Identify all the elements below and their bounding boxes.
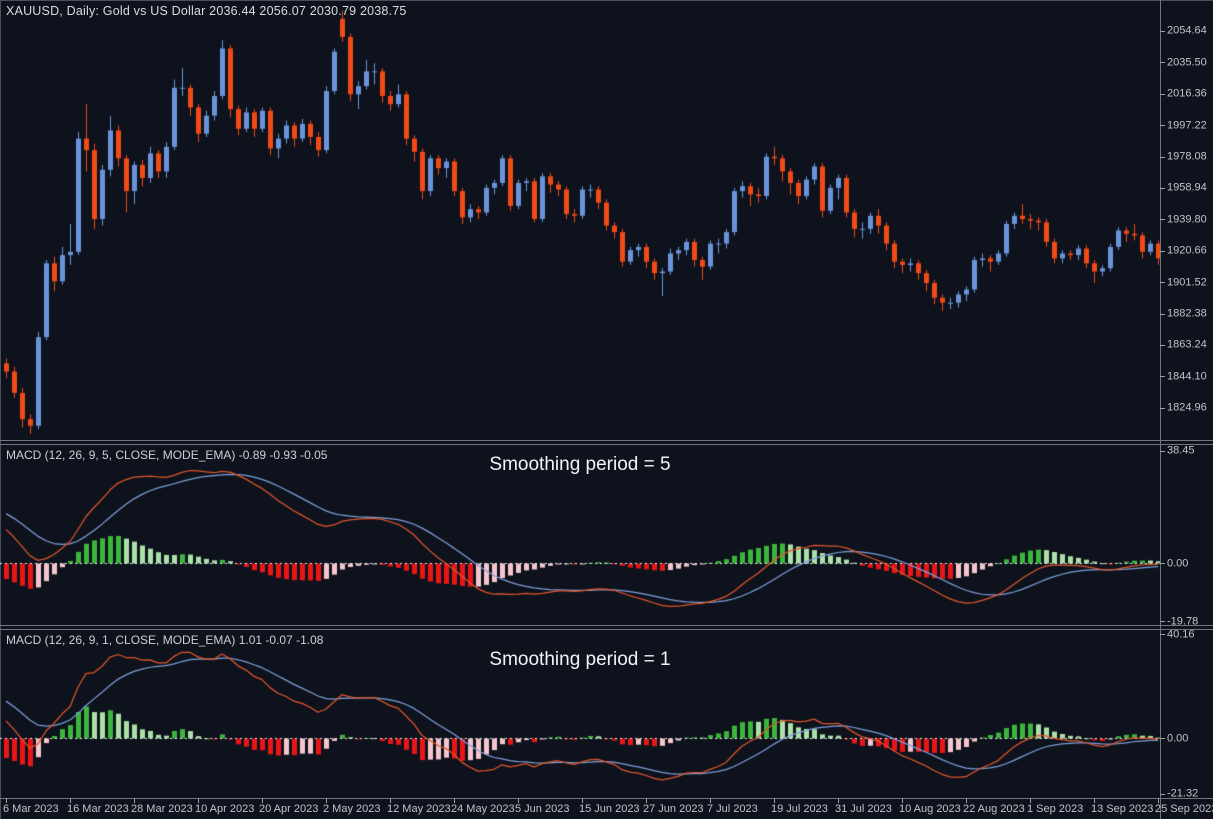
macd2-annotation: Smoothing period = 1 <box>489 649 671 670</box>
time-axis-label: 1 Sep 2023 <box>1027 803 1084 815</box>
time-axis-label: 22 Aug 2023 <box>963 803 1025 815</box>
time-axis-label: 24 May 2023 <box>451 803 515 815</box>
time-axis-tick <box>198 798 199 803</box>
price-axis-tick <box>1160 187 1165 189</box>
time-axis-tick <box>518 798 519 803</box>
macd1-header: MACD (12, 26, 9, 5, CLOSE, MODE_EMA) -0.… <box>6 448 328 462</box>
price-axis-label: 1824.96 <box>1167 401 1207 414</box>
panel-separator-2[interactable] <box>0 625 1213 630</box>
macd1-canvas[interactable] <box>0 445 1160 625</box>
price-axis-label: 1863.24 <box>1167 338 1207 351</box>
price-axis-tick <box>1160 407 1165 409</box>
price-axis-label: 2054.64 <box>1167 24 1207 37</box>
time-axis-label: 25 Sep 2023 <box>1155 803 1213 815</box>
price-axis-tick <box>1160 313 1165 315</box>
price-axis-label: 1920.66 <box>1167 244 1207 257</box>
time-axis-tick <box>1030 798 1031 803</box>
price-axis-label: 1978.08 <box>1167 150 1207 163</box>
time-axis-label: 15 Jun 2023 <box>579 803 640 815</box>
macd1-annotation: Smoothing period = 5 <box>489 454 671 475</box>
time-axis-tick <box>646 798 647 803</box>
time-axis-tick <box>326 798 327 803</box>
indicator-axis-label: 0.00 <box>1167 557 1189 570</box>
indicator-axis-label: 40.16 <box>1167 628 1195 640</box>
price-axis-label: 1844.10 <box>1167 370 1207 383</box>
time-axis-label: 27 Jun 2023 <box>643 803 704 815</box>
time-axis-label: 31 Jul 2023 <box>835 803 892 815</box>
time-axis-label: 2 May 2023 <box>323 803 381 815</box>
indicator-axis-tick <box>1160 634 1165 635</box>
indicator-axis-tick <box>1160 563 1165 565</box>
time-axis-tick <box>966 798 967 803</box>
time-axis-label: 20 Apr 2023 <box>259 803 319 815</box>
price-axis-label: 1939.80 <box>1167 213 1207 226</box>
time-axis-label: 10 Apr 2023 <box>195 803 255 815</box>
price-axis-label: 1958.94 <box>1167 181 1207 194</box>
price-axis-label: 2035.50 <box>1167 56 1207 69</box>
time-axis-tick <box>390 798 391 803</box>
time-axis-tick <box>262 798 263 803</box>
main-price-canvas[interactable] <box>0 0 1160 440</box>
price-axis-tick <box>1160 125 1165 127</box>
macd2-canvas[interactable] <box>0 630 1160 798</box>
indicator-axis-tick <box>1160 621 1165 623</box>
price-axis-tick <box>1160 282 1165 284</box>
price-axis-tick <box>1160 62 1165 64</box>
price-axis-label: 1882.38 <box>1167 307 1207 320</box>
price-axis-label: 1901.52 <box>1167 276 1207 289</box>
time-axis-divider <box>0 798 1213 799</box>
price-axis-tick <box>1160 156 1165 158</box>
macd2-header: MACD (12, 26, 9, 1, CLOSE, MODE_EMA) 1.0… <box>6 633 324 647</box>
price-axis-tick <box>1160 344 1165 346</box>
time-axis-label: 10 Aug 2023 <box>899 803 961 815</box>
time-axis-label: 5 Jun 2023 <box>515 803 570 815</box>
time-axis-label: 12 May 2023 <box>387 803 451 815</box>
time-axis-label: 13 Sep 2023 <box>1091 803 1154 815</box>
time-axis-label: 28 Mar 2023 <box>131 803 193 815</box>
time-axis-tick <box>454 798 455 803</box>
time-axis-tick <box>1094 798 1095 803</box>
indicator-axis-label: 38.45 <box>1167 444 1195 457</box>
price-axis-tick <box>1160 219 1165 221</box>
time-axis-tick <box>838 798 839 803</box>
time-axis-tick <box>582 798 583 803</box>
time-axis-tick <box>710 798 711 803</box>
indicator-axis-label: -21.32 <box>1167 787 1199 800</box>
time-axis-tick <box>70 798 71 803</box>
panel-separator-1[interactable] <box>0 440 1213 445</box>
time-axis-label: 6 Mar 2023 <box>3 803 59 815</box>
chart-title: XAUUSD, Daily: Gold vs US Dollar 2036.44… <box>6 4 407 18</box>
time-axis-tick <box>1158 798 1159 803</box>
time-axis-tick <box>134 798 135 803</box>
price-axis-tick <box>1160 376 1165 378</box>
price-axis-divider <box>1160 0 1161 819</box>
time-axis-label: 16 Mar 2023 <box>67 803 129 815</box>
price-axis-tick <box>1160 93 1165 95</box>
indicator-axis-tick <box>1160 450 1165 452</box>
time-axis-tick <box>6 798 7 803</box>
indicator-axis-label: -19.78 <box>1167 615 1199 628</box>
time-axis-label: 7 Jul 2023 <box>707 803 758 815</box>
time-axis-tick <box>902 798 903 803</box>
price-axis-tick <box>1160 30 1165 32</box>
price-axis-label: 1997.22 <box>1167 119 1207 132</box>
indicator-axis-label: 0.00 <box>1167 732 1189 745</box>
time-axis-label: 19 Jul 2023 <box>771 803 828 815</box>
price-axis-tick <box>1160 250 1165 252</box>
price-axis-label: 2016.36 <box>1167 87 1207 100</box>
time-axis-tick <box>774 798 775 803</box>
indicator-axis-tick <box>1160 793 1165 795</box>
indicator-axis-tick <box>1160 738 1165 740</box>
